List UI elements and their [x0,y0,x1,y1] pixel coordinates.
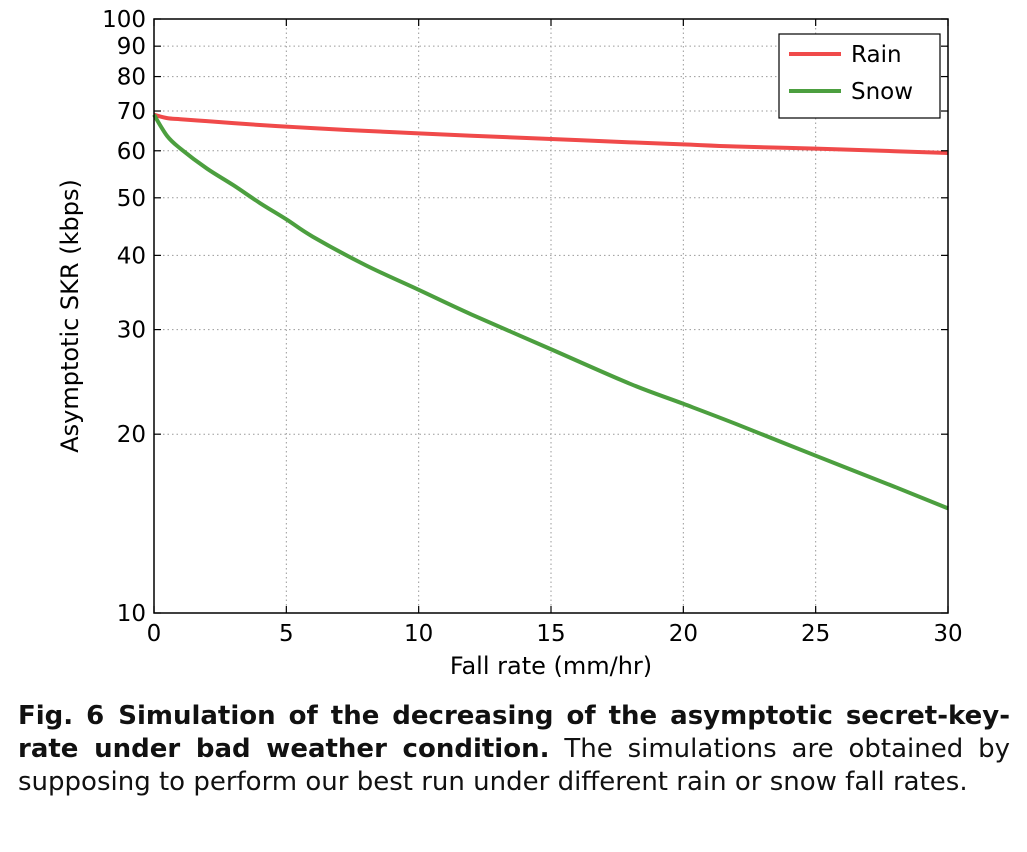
y-tick-label: 20 [117,422,146,448]
legend-label: Rain [851,42,902,68]
y-tick-label: 90 [117,34,146,60]
legend: Rain Snow [778,33,941,119]
series-line-snow [152,113,949,511]
y-tick-label: 80 [117,65,146,91]
y-axis-title: Asymptotic SKR (kbps) [56,179,84,453]
legend-label: Snow [851,79,913,105]
series-line-rain [153,112,949,155]
caption-text: The simulations are obtained by supposin… [18,734,1010,797]
y-tick-label: 100 [102,7,146,33]
x-tick-label: 10 [404,621,433,647]
y-tick-label: 30 [117,318,146,344]
y-tick-label: 40 [117,243,146,269]
x-tick-label: 25 [801,621,830,647]
y-tick-label: 70 [117,99,146,125]
y-tick-label: 50 [117,186,146,212]
series-lines [152,112,949,511]
x-tick-label: 30 [933,621,962,647]
x-tick-label: 5 [279,621,294,647]
y-tick-label: 10 [117,601,146,627]
y-tick-label: 60 [117,139,146,165]
x-tick-label: 15 [536,621,565,647]
x-tick-label: 20 [669,621,698,647]
x-tick-label: 0 [147,621,162,647]
x-axis-title: Fall rate (mm/hr) [450,652,652,680]
caption-title: Simulation of the decreasing of the asym… [18,701,1010,764]
legend-box [778,33,941,119]
figure-caption: Fig. 6 Simulation of the decreasing of th… [18,700,1010,799]
caption-label: Fig. 6 [18,701,105,731]
